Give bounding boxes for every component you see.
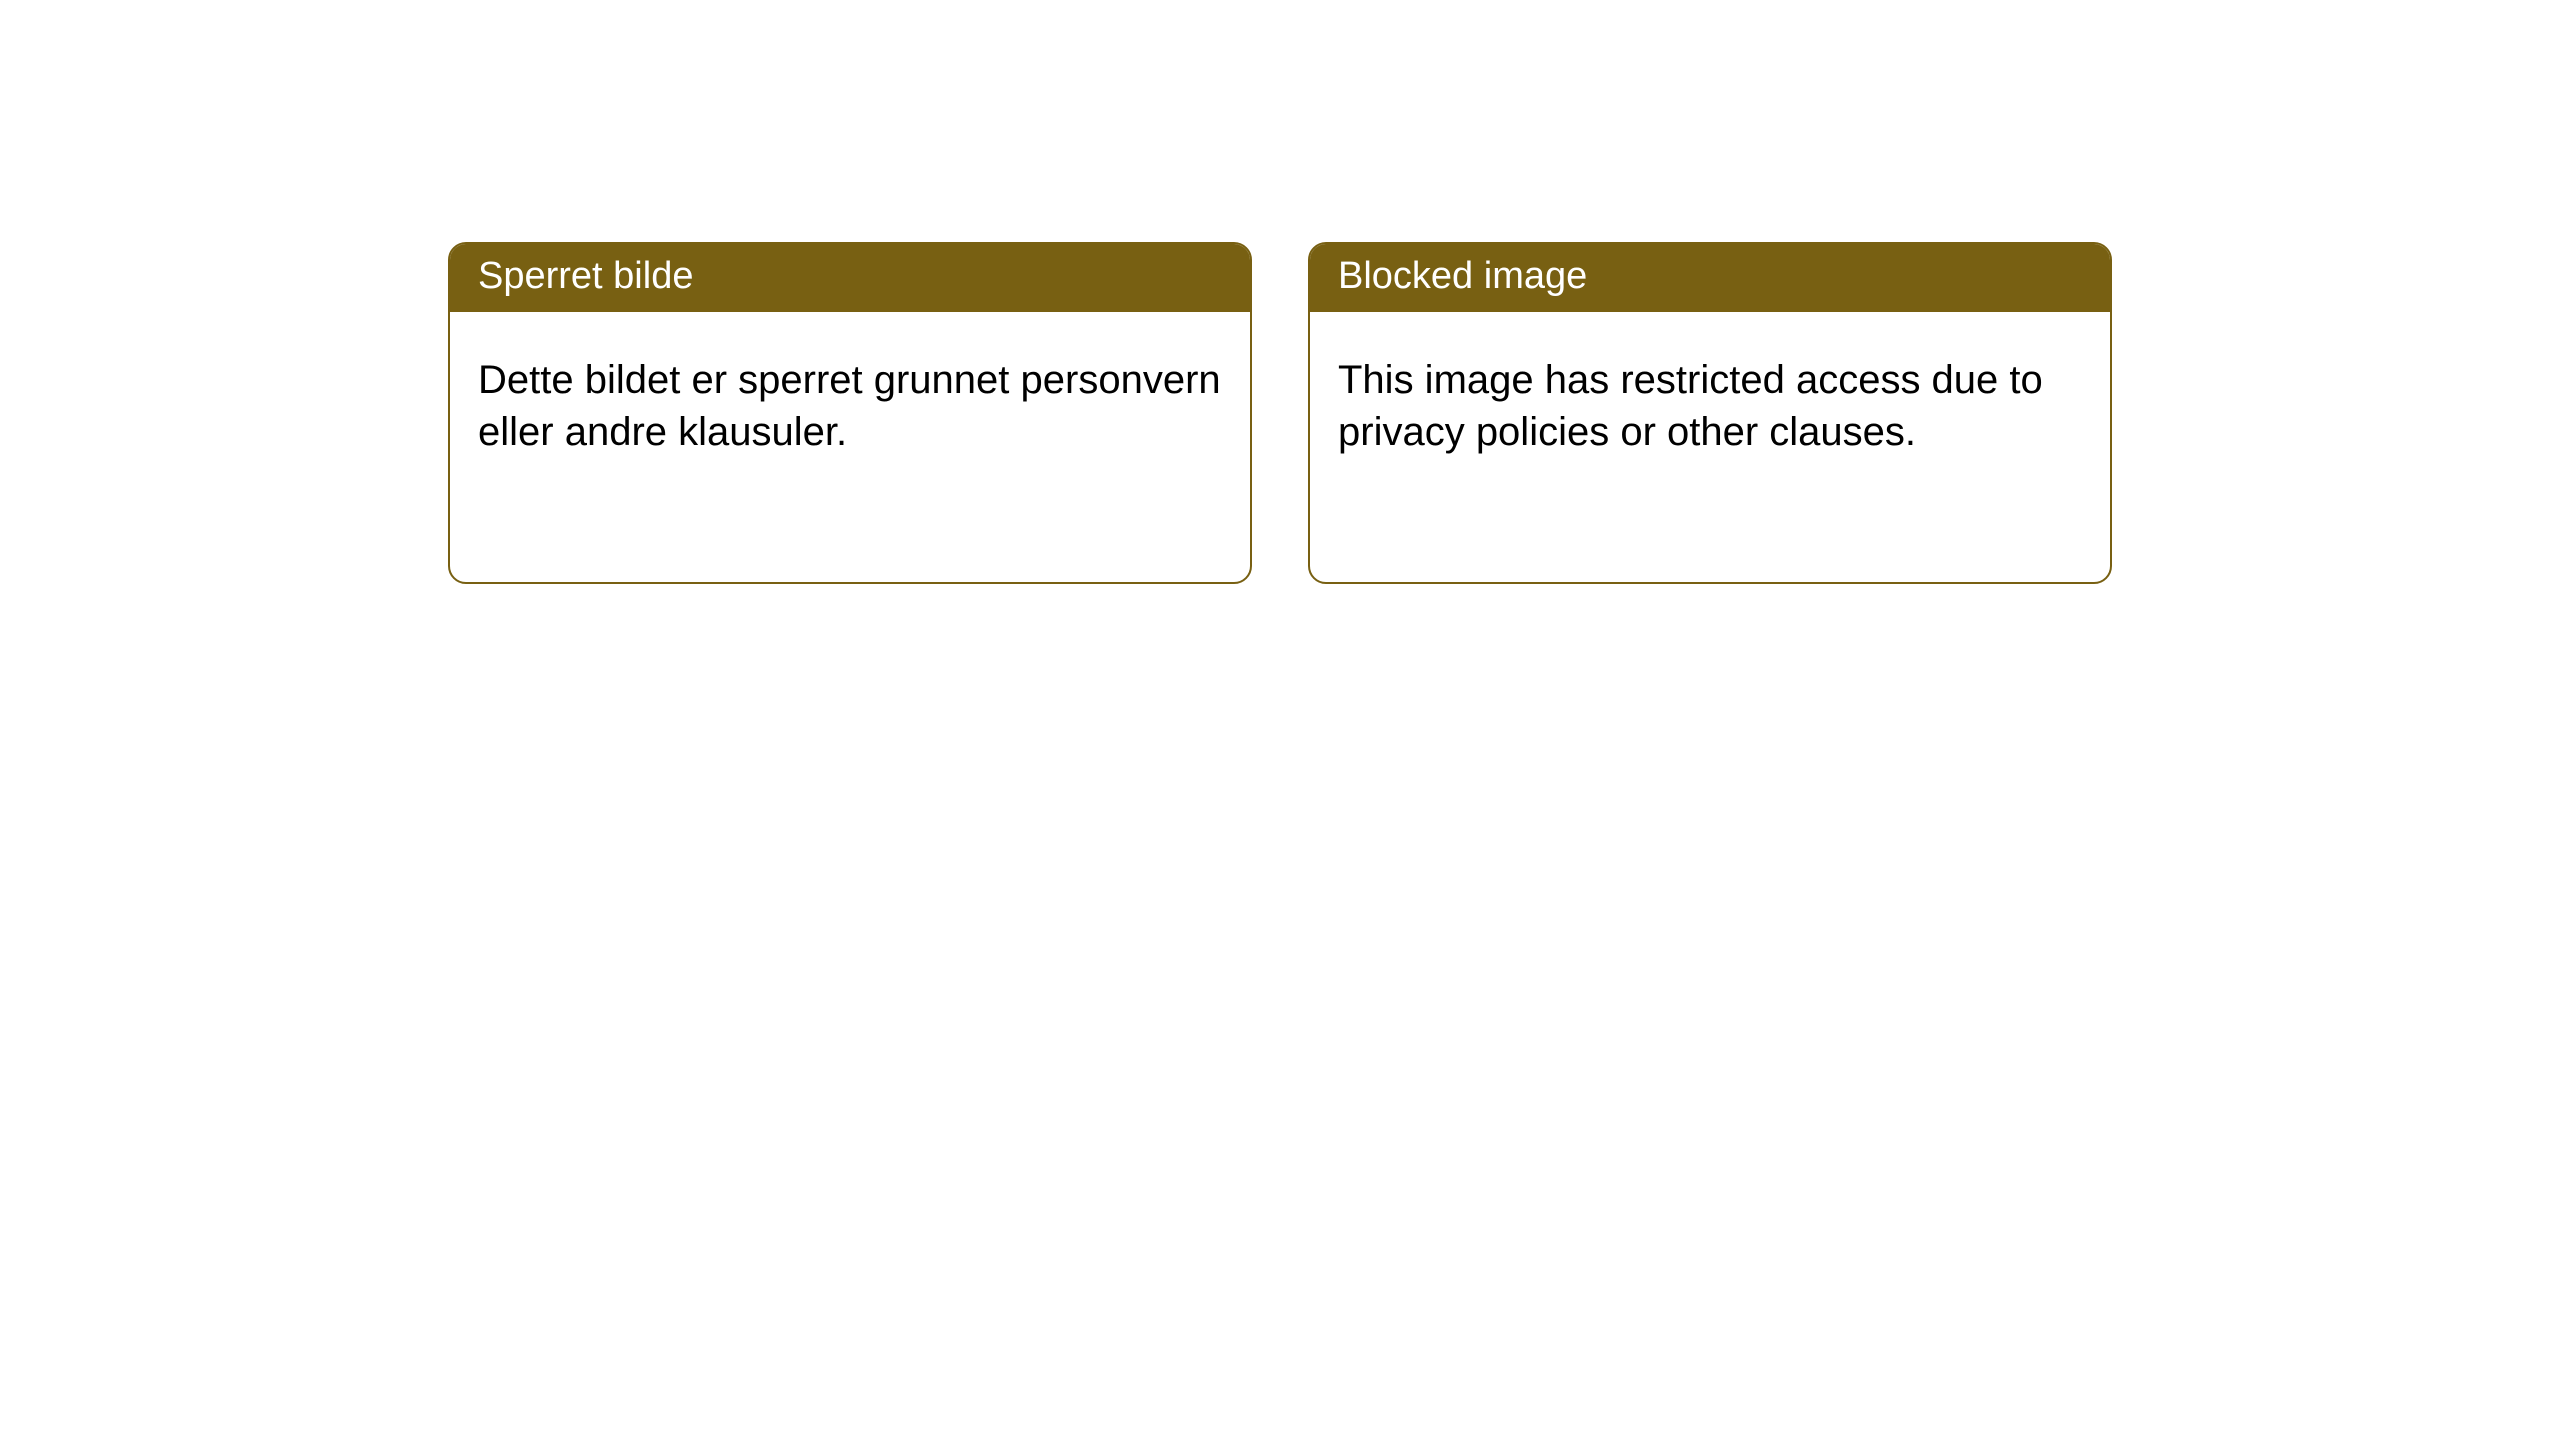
notice-card-english: Blocked image This image has restricted … — [1308, 242, 2112, 584]
notice-card-title: Sperret bilde — [478, 255, 693, 297]
notice-container: Sperret bilde Dette bildet er sperret gr… — [0, 0, 2560, 584]
notice-card-body: This image has restricted access due to … — [1310, 312, 2110, 582]
notice-card-body: Dette bildet er sperret grunnet personve… — [450, 312, 1250, 582]
notice-card-title: Blocked image — [1338, 255, 1587, 297]
notice-card-header: Sperret bilde — [450, 244, 1250, 312]
notice-card-norwegian: Sperret bilde Dette bildet er sperret gr… — [448, 242, 1252, 584]
notice-card-text: Dette bildet er sperret grunnet personve… — [478, 354, 1222, 460]
notice-card-header: Blocked image — [1310, 244, 2110, 312]
notice-card-text: This image has restricted access due to … — [1338, 354, 2082, 460]
